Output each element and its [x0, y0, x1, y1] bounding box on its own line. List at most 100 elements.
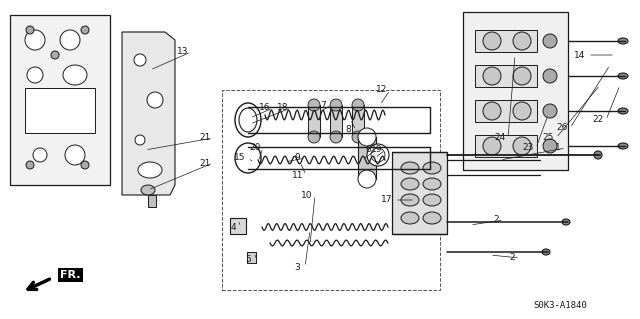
Ellipse shape — [483, 32, 501, 50]
Polygon shape — [10, 15, 110, 185]
Ellipse shape — [352, 99, 364, 111]
Ellipse shape — [423, 212, 441, 224]
Ellipse shape — [483, 137, 501, 155]
Ellipse shape — [618, 73, 628, 79]
Ellipse shape — [543, 34, 557, 48]
Text: 5: 5 — [245, 256, 251, 264]
Text: 11: 11 — [292, 170, 304, 180]
Text: 2: 2 — [509, 254, 515, 263]
Text: 4: 4 — [230, 222, 236, 232]
Text: S0K3-A1840: S0K3-A1840 — [533, 300, 587, 309]
Ellipse shape — [330, 99, 342, 111]
Bar — [392, 152, 447, 234]
Polygon shape — [463, 12, 568, 170]
Ellipse shape — [51, 51, 59, 59]
Ellipse shape — [63, 65, 87, 85]
Text: 14: 14 — [574, 50, 586, 60]
Bar — [475, 30, 537, 52]
Ellipse shape — [352, 131, 364, 143]
Text: 20: 20 — [250, 144, 260, 152]
Ellipse shape — [401, 194, 419, 206]
Bar — [230, 218, 246, 234]
Ellipse shape — [618, 108, 628, 114]
Ellipse shape — [562, 219, 570, 225]
Ellipse shape — [423, 162, 441, 174]
Ellipse shape — [483, 67, 501, 85]
Text: 9: 9 — [294, 153, 300, 162]
Ellipse shape — [81, 26, 89, 34]
Ellipse shape — [235, 103, 261, 137]
Ellipse shape — [308, 99, 320, 111]
Ellipse shape — [401, 178, 419, 190]
Ellipse shape — [81, 161, 89, 169]
Ellipse shape — [483, 102, 501, 120]
Ellipse shape — [358, 128, 376, 146]
Text: 10: 10 — [301, 190, 313, 199]
Text: 22: 22 — [593, 115, 604, 124]
Ellipse shape — [618, 38, 628, 44]
Bar — [25, 88, 95, 133]
Text: 7: 7 — [320, 100, 326, 109]
Bar — [352, 105, 364, 137]
Ellipse shape — [513, 67, 531, 85]
Bar — [475, 135, 537, 157]
Bar — [308, 105, 320, 137]
Text: 19: 19 — [371, 145, 383, 154]
Ellipse shape — [543, 69, 557, 83]
Text: 2: 2 — [493, 216, 499, 225]
Text: 25: 25 — [542, 133, 554, 143]
Ellipse shape — [367, 144, 389, 166]
Bar — [330, 105, 342, 137]
Text: 13: 13 — [177, 48, 189, 56]
Ellipse shape — [26, 26, 34, 34]
Ellipse shape — [513, 32, 531, 50]
Ellipse shape — [330, 131, 342, 143]
Text: FR.: FR. — [60, 270, 81, 280]
Ellipse shape — [513, 102, 531, 120]
Ellipse shape — [141, 185, 155, 195]
Ellipse shape — [618, 143, 628, 149]
Ellipse shape — [65, 145, 85, 165]
Ellipse shape — [401, 212, 419, 224]
Bar — [148, 195, 156, 207]
Text: 12: 12 — [376, 85, 388, 94]
Bar — [358, 137, 376, 179]
Ellipse shape — [239, 108, 257, 132]
Text: 21: 21 — [199, 159, 211, 167]
Text: 6: 6 — [365, 145, 371, 154]
Polygon shape — [122, 32, 175, 195]
Ellipse shape — [371, 148, 385, 162]
Ellipse shape — [401, 162, 419, 174]
Ellipse shape — [134, 54, 146, 66]
Text: 8: 8 — [345, 125, 351, 135]
Ellipse shape — [135, 135, 145, 145]
Text: 17: 17 — [381, 196, 393, 204]
Ellipse shape — [423, 194, 441, 206]
Ellipse shape — [60, 98, 90, 122]
Ellipse shape — [26, 161, 34, 169]
Text: 16: 16 — [259, 103, 271, 113]
Ellipse shape — [138, 162, 162, 178]
Bar — [247, 252, 256, 263]
Bar — [222, 90, 440, 290]
Ellipse shape — [33, 148, 47, 162]
Ellipse shape — [513, 137, 531, 155]
Text: 24: 24 — [494, 133, 506, 143]
Ellipse shape — [25, 30, 45, 50]
Ellipse shape — [147, 92, 163, 108]
Text: 23: 23 — [522, 144, 534, 152]
Ellipse shape — [32, 112, 48, 128]
Ellipse shape — [423, 178, 441, 190]
Ellipse shape — [594, 151, 602, 159]
Ellipse shape — [27, 67, 43, 83]
Text: 3: 3 — [294, 263, 300, 271]
Text: 15: 15 — [234, 153, 246, 162]
Ellipse shape — [358, 170, 376, 188]
Ellipse shape — [542, 249, 550, 255]
Bar — [475, 100, 537, 122]
Ellipse shape — [308, 131, 320, 143]
Ellipse shape — [543, 104, 557, 118]
Text: 26: 26 — [556, 123, 568, 132]
Ellipse shape — [235, 143, 261, 173]
Ellipse shape — [60, 30, 80, 50]
